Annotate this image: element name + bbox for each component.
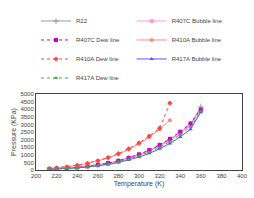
svg-text:240: 240 xyxy=(72,173,83,179)
svg-text:220: 220 xyxy=(52,173,63,179)
svg-text:320: 320 xyxy=(155,173,166,179)
svg-text:300: 300 xyxy=(134,173,145,179)
svg-text:4000: 4000 xyxy=(20,106,34,112)
svg-text:R22: R22 xyxy=(76,18,88,24)
svg-text:340: 340 xyxy=(175,173,186,179)
svg-text:0: 0 xyxy=(30,167,34,173)
svg-text:R410A Dew line: R410A Dew line xyxy=(76,56,119,62)
svg-text:2000: 2000 xyxy=(20,137,34,143)
svg-text:3500: 3500 xyxy=(20,114,34,120)
svg-text:400: 400 xyxy=(237,173,248,179)
svg-text:260: 260 xyxy=(93,173,104,179)
svg-text:2500: 2500 xyxy=(20,129,34,135)
svg-text:3000: 3000 xyxy=(20,122,34,128)
svg-text:R410A Bubble line: R410A Bubble line xyxy=(172,37,222,43)
svg-text:4500: 4500 xyxy=(20,99,34,105)
svg-text:R407C Dew line: R407C Dew line xyxy=(76,37,120,43)
svg-text:500: 500 xyxy=(24,160,35,166)
svg-text:Pressure (KPa): Pressure (KPa) xyxy=(10,108,18,156)
svg-text:200: 200 xyxy=(31,173,42,179)
svg-text:1000: 1000 xyxy=(20,152,34,158)
svg-text:R417A Dew line: R417A Dew line xyxy=(76,75,119,81)
svg-text:380: 380 xyxy=(216,173,227,179)
svg-text:360: 360 xyxy=(196,173,207,179)
svg-text:R407C Bubble line: R407C Bubble line xyxy=(172,18,223,24)
svg-text:5000: 5000 xyxy=(20,91,34,97)
svg-text:Temperature (K): Temperature (K) xyxy=(114,180,165,188)
svg-text:280: 280 xyxy=(113,173,124,179)
svg-text:1500: 1500 xyxy=(20,144,34,150)
svg-text:R417A Bubble line: R417A Bubble line xyxy=(172,56,222,62)
